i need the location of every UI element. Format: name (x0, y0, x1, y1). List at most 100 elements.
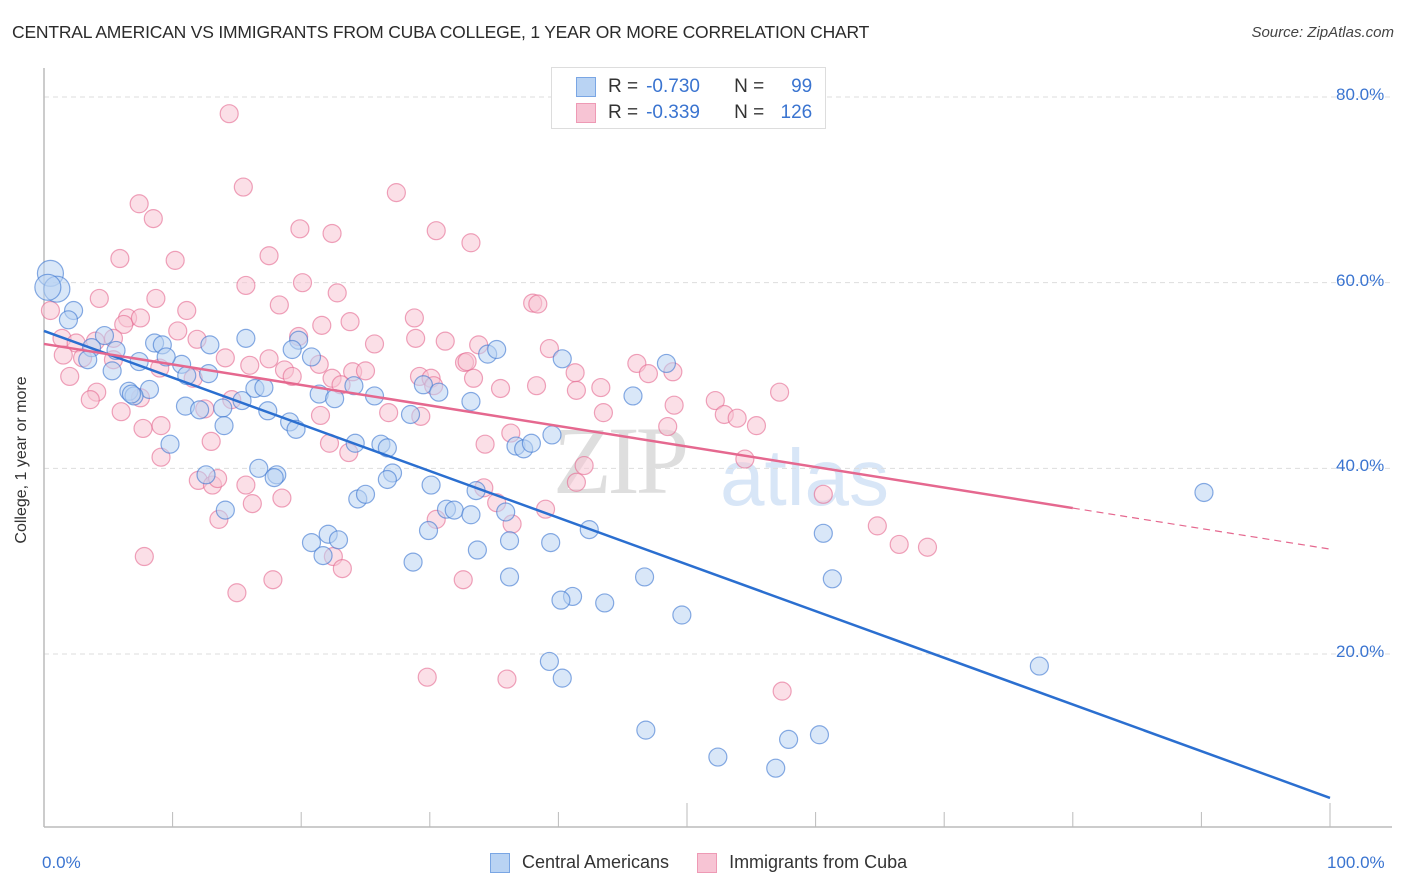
point-central-americans (344, 376, 364, 396)
legend-item-immigrants-cuba[interactable]: Immigrants from Cuba (697, 852, 907, 873)
point-immigrants-cuba (263, 570, 283, 590)
point-central-americans (813, 523, 833, 543)
point-central-americans (301, 532, 322, 553)
point-central-americans (328, 530, 349, 550)
point-central-americans (672, 605, 692, 625)
point-immigrants-cuba (89, 288, 109, 309)
point-immigrants-cuba (80, 390, 100, 410)
point-immigrants-cuba (215, 348, 235, 368)
point-immigrants-cuba (177, 300, 197, 321)
point-central-americans (413, 375, 433, 395)
legend-row-immigrants-cuba: R = -0.339 N = 126 (576, 102, 812, 124)
point-immigrants-cuba (658, 416, 678, 437)
point-central-americans (102, 361, 122, 381)
point-immigrants-cuba (236, 475, 256, 495)
point-immigrants-cuba (322, 223, 342, 244)
point-immigrants-cuba (769, 382, 790, 402)
point-central-americans (496, 502, 516, 522)
r-value: -0.339 (646, 102, 700, 123)
chart-title: CENTRAL AMERICAN VS IMMIGRANTS FROM CUBA… (12, 22, 870, 42)
point-immigrants-cuba (340, 312, 360, 332)
point-immigrants-cuba (327, 283, 347, 303)
point-immigrants-cuba (638, 364, 659, 384)
point-central-americans (487, 339, 507, 360)
point-central-americans (236, 328, 256, 348)
y-tick-label: 60.0% (1336, 270, 1385, 290)
n-value: 126 (780, 102, 813, 123)
point-immigrants-cuba (146, 288, 166, 309)
point-central-americans (467, 540, 487, 560)
point-immigrants-cuba (463, 368, 484, 388)
point-immigrants-cuba (497, 669, 517, 689)
point-central-americans (539, 651, 559, 672)
point-central-americans (213, 398, 233, 418)
point-immigrants-cuba (386, 183, 406, 203)
point-central-americans (542, 425, 562, 445)
legend-item-central-americans[interactable]: Central Americans (490, 852, 669, 873)
y-tick-label: 40.0% (1336, 456, 1385, 476)
point-central-americans (377, 469, 397, 490)
trend-line-central-americans (43, 329, 1331, 800)
point-immigrants-cuba (593, 403, 614, 423)
point-immigrants-cuba (457, 351, 477, 372)
point-immigrants-cuba (201, 431, 221, 452)
source-label: Source: ZipAtlas.com (1251, 24, 1394, 41)
point-immigrants-cuba (490, 378, 511, 399)
point-immigrants-cuba (236, 275, 256, 296)
point-immigrants-cuba (772, 681, 792, 701)
point-central-americans (94, 325, 115, 346)
point-central-americans (822, 569, 842, 589)
watermark-atlas: atlas (720, 433, 889, 522)
point-central-americans (214, 416, 234, 436)
point-immigrants-cuba (312, 315, 332, 335)
point-central-americans (541, 532, 561, 553)
point-immigrants-cuba (114, 314, 134, 335)
point-central-americans (656, 353, 677, 374)
point-central-americans (1029, 656, 1049, 676)
point-central-americans (623, 386, 643, 406)
blue-swatch-icon (576, 77, 596, 97)
x-tick-label-min: 0.0% (42, 853, 81, 872)
point-immigrants-cuba (151, 447, 171, 467)
point-immigrants-cuba (735, 449, 755, 469)
point-central-americans (249, 458, 269, 478)
point-immigrants-cuba (364, 334, 385, 354)
trend-line-immigrants-cuba (43, 342, 1073, 510)
r-label: R = (608, 76, 639, 97)
point-immigrants-cuba (461, 233, 481, 253)
point-immigrants-cuba (406, 328, 426, 348)
point-central-americans (282, 339, 302, 360)
point-immigrants-cuba (565, 363, 585, 383)
point-central-americans (551, 590, 571, 610)
trend-line-extension-immigrants-cuba (1072, 507, 1331, 550)
n-label: N = (734, 76, 765, 97)
point-central-americans (200, 335, 220, 355)
point-immigrants-cuba (591, 377, 611, 398)
point-immigrants-cuba (426, 221, 446, 241)
point-immigrants-cuba (889, 534, 909, 555)
x-tick-label-max: 100.0% (1327, 853, 1385, 872)
point-central-americans (190, 400, 210, 420)
point-central-americans (634, 567, 655, 587)
point-immigrants-cuba (151, 416, 171, 436)
point-central-americans (215, 500, 235, 520)
point-immigrants-cuba (310, 405, 331, 426)
point-immigrants-cuba (133, 418, 153, 439)
axes (43, 68, 1392, 828)
point-central-americans (461, 505, 481, 525)
point-immigrants-cuba (404, 308, 424, 328)
legend-row-central-americans: R = -0.730 N = 99 (576, 76, 812, 98)
y-tick-label: 20.0% (1336, 642, 1385, 661)
point-immigrants-cuba (917, 537, 938, 557)
point-immigrants-cuba (240, 355, 260, 375)
point-immigrants-cuba (130, 308, 151, 328)
point-immigrants-cuba (746, 416, 767, 436)
point-immigrants-cuba (168, 321, 188, 341)
point-central-americans (461, 391, 481, 412)
point-immigrants-cuba (134, 546, 154, 567)
point-immigrants-cuba (705, 390, 725, 411)
legend-label: Immigrants from Cuba (729, 852, 908, 872)
point-immigrants-cuba (435, 331, 455, 351)
point-immigrants-cuba (574, 455, 594, 476)
